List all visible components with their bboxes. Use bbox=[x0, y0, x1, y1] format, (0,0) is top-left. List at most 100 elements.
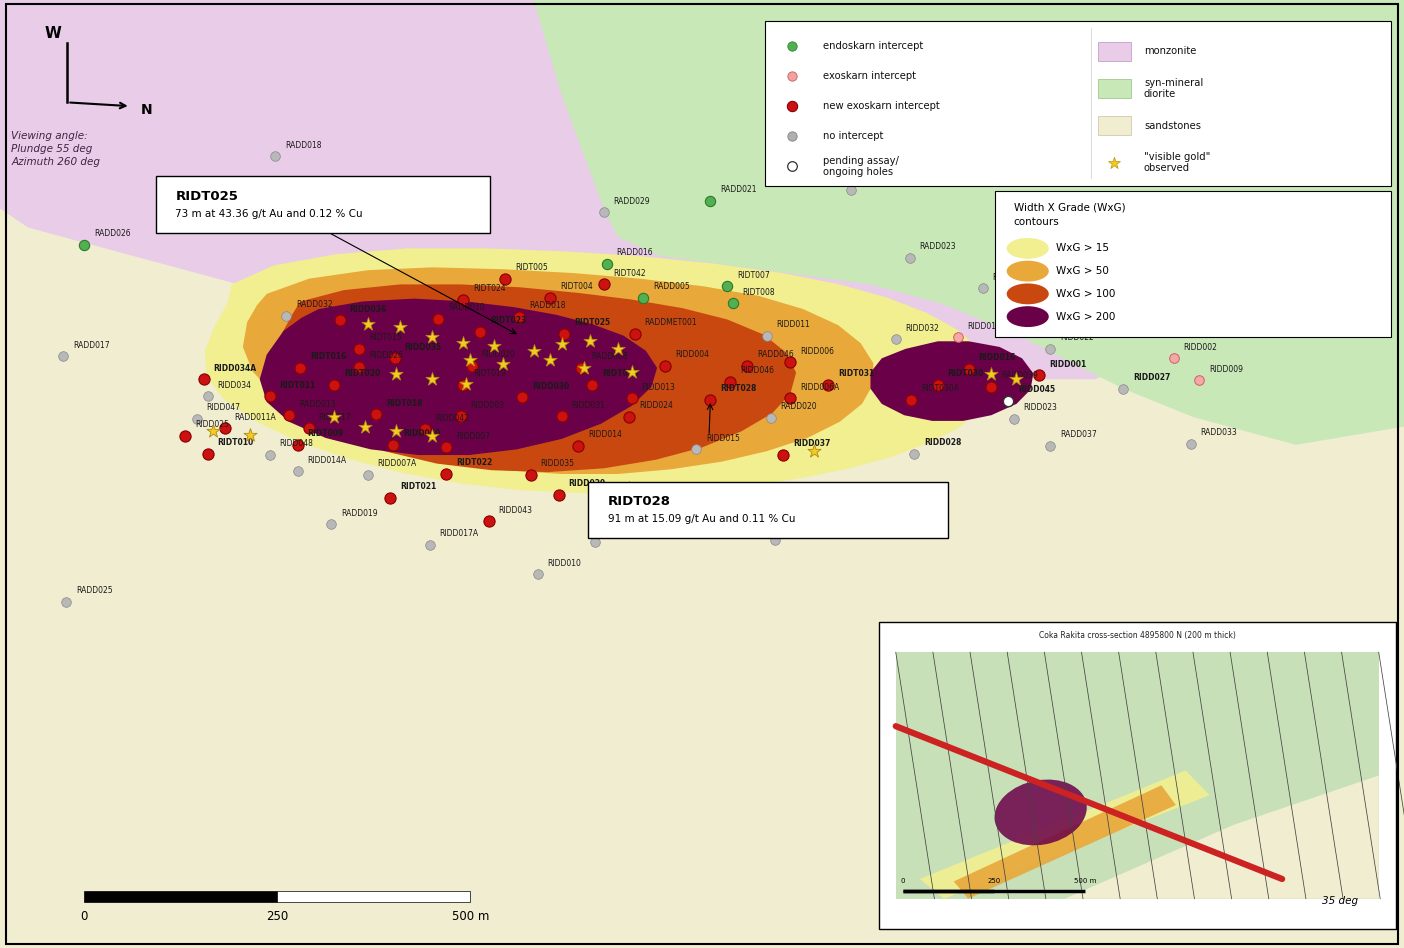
Text: RADD018: RADD018 bbox=[529, 301, 566, 310]
Point bbox=[354, 419, 376, 434]
Text: RIDT026: RIDT026 bbox=[602, 370, 639, 378]
Point bbox=[348, 359, 371, 374]
Text: RIDD026: RIDD026 bbox=[369, 352, 403, 360]
Text: pending assay/
ongoing holes: pending assay/ ongoing holes bbox=[823, 155, 899, 177]
Point bbox=[618, 410, 640, 425]
Point bbox=[592, 205, 615, 220]
Point bbox=[567, 438, 590, 453]
Point bbox=[197, 389, 219, 404]
Polygon shape bbox=[896, 652, 1379, 899]
Point bbox=[1112, 381, 1134, 396]
Text: RIDD014A: RIDD014A bbox=[307, 456, 347, 465]
Point bbox=[781, 39, 803, 54]
Text: RIDD027: RIDD027 bbox=[1133, 374, 1171, 382]
Point bbox=[185, 411, 208, 427]
Text: RIDD031: RIDD031 bbox=[571, 401, 605, 410]
Point bbox=[685, 442, 708, 457]
Ellipse shape bbox=[1007, 238, 1049, 259]
FancyBboxPatch shape bbox=[588, 482, 948, 538]
Text: RIDD035: RIDD035 bbox=[404, 343, 441, 352]
Point bbox=[755, 328, 778, 343]
Point bbox=[1163, 351, 1185, 366]
Point bbox=[55, 594, 77, 610]
Text: RADD005: RADD005 bbox=[653, 283, 689, 291]
Point bbox=[286, 464, 309, 479]
Text: W: W bbox=[45, 26, 62, 41]
Text: RIDD001: RIDD001 bbox=[1049, 360, 1087, 369]
Text: RIDD023: RIDD023 bbox=[1024, 404, 1057, 412]
Point bbox=[213, 421, 236, 436]
Point bbox=[1002, 411, 1025, 427]
Point bbox=[298, 421, 320, 436]
Text: RIDT025: RIDT025 bbox=[176, 190, 239, 203]
Text: RIDT009: RIDT009 bbox=[307, 429, 344, 438]
Text: RADD011A: RADD011A bbox=[234, 413, 277, 422]
Point bbox=[449, 409, 472, 424]
Point bbox=[553, 326, 576, 341]
Text: RIDD030: RIDD030 bbox=[532, 382, 570, 391]
Point bbox=[264, 149, 286, 164]
Point bbox=[716, 279, 739, 294]
Polygon shape bbox=[260, 299, 657, 455]
Point bbox=[607, 341, 629, 356]
Text: RIDD034A: RIDD034A bbox=[213, 364, 257, 373]
Point bbox=[972, 281, 994, 296]
Point bbox=[578, 334, 601, 349]
Text: RIDD020: RIDD020 bbox=[482, 351, 515, 359]
Point bbox=[522, 343, 545, 358]
Text: RADD023: RADD023 bbox=[920, 243, 956, 251]
Text: syn-mineral
diorite: syn-mineral diorite bbox=[1144, 78, 1203, 100]
Point bbox=[764, 533, 786, 548]
Point bbox=[435, 466, 458, 482]
FancyBboxPatch shape bbox=[995, 191, 1391, 337]
Text: RIDD028: RIDD028 bbox=[924, 439, 962, 447]
Point bbox=[174, 428, 197, 444]
Point bbox=[573, 360, 595, 375]
Point bbox=[581, 377, 604, 392]
Text: RADD010: RADD010 bbox=[448, 303, 484, 312]
Point bbox=[880, 59, 903, 74]
Polygon shape bbox=[477, 0, 1404, 455]
Point bbox=[1039, 341, 1061, 356]
Point bbox=[781, 129, 803, 144]
Text: 250: 250 bbox=[267, 910, 288, 923]
Point bbox=[885, 332, 907, 347]
Point bbox=[357, 317, 379, 332]
Point bbox=[320, 517, 343, 532]
Point bbox=[452, 292, 475, 307]
Point bbox=[202, 424, 225, 439]
Text: RADD026: RADD026 bbox=[94, 229, 131, 238]
Text: WxG > 200: WxG > 200 bbox=[1056, 312, 1115, 321]
Text: RIDD043: RIDD043 bbox=[498, 506, 532, 515]
Text: RIDT030: RIDT030 bbox=[948, 370, 984, 378]
Text: "visible gold"
observed: "visible gold" observed bbox=[1144, 152, 1210, 173]
Point bbox=[621, 364, 643, 379]
Text: RIDT028: RIDT028 bbox=[720, 385, 757, 393]
Bar bbox=[1098, 116, 1132, 135]
Point bbox=[779, 391, 802, 406]
Point bbox=[192, 372, 215, 387]
Text: RIDD006A: RIDD006A bbox=[800, 383, 840, 392]
Text: RIDT021: RIDT021 bbox=[400, 483, 437, 491]
Point bbox=[779, 355, 802, 370]
Point bbox=[840, 182, 862, 197]
Text: RIDT042: RIDT042 bbox=[614, 269, 646, 278]
Text: RIDD016A: RIDD016A bbox=[967, 322, 1007, 331]
Text: RIDT020: RIDT020 bbox=[344, 370, 380, 378]
Point bbox=[722, 296, 744, 311]
Text: 0: 0 bbox=[900, 878, 906, 884]
Text: RIDD035: RIDD035 bbox=[541, 460, 574, 468]
Text: WxG > 100: WxG > 100 bbox=[1056, 289, 1115, 299]
Text: RIDD007: RIDD007 bbox=[456, 432, 490, 441]
Point bbox=[258, 389, 281, 404]
Text: RADD020: RADD020 bbox=[781, 403, 817, 411]
Point bbox=[1188, 373, 1210, 388]
Point bbox=[713, 514, 736, 529]
Text: RIDT025: RIDT025 bbox=[574, 319, 611, 327]
Text: Width X Grade (WxG)
contours: Width X Grade (WxG) contours bbox=[1014, 203, 1126, 227]
Point bbox=[289, 360, 312, 375]
Text: RIDD017A: RIDD017A bbox=[439, 530, 479, 538]
Text: RADD008: RADD008 bbox=[591, 353, 628, 361]
Text: 91 m at 15.09 g/t Au and 0.11 % Cu: 91 m at 15.09 g/t Au and 0.11 % Cu bbox=[608, 514, 796, 524]
Text: RADD016: RADD016 bbox=[616, 248, 653, 257]
